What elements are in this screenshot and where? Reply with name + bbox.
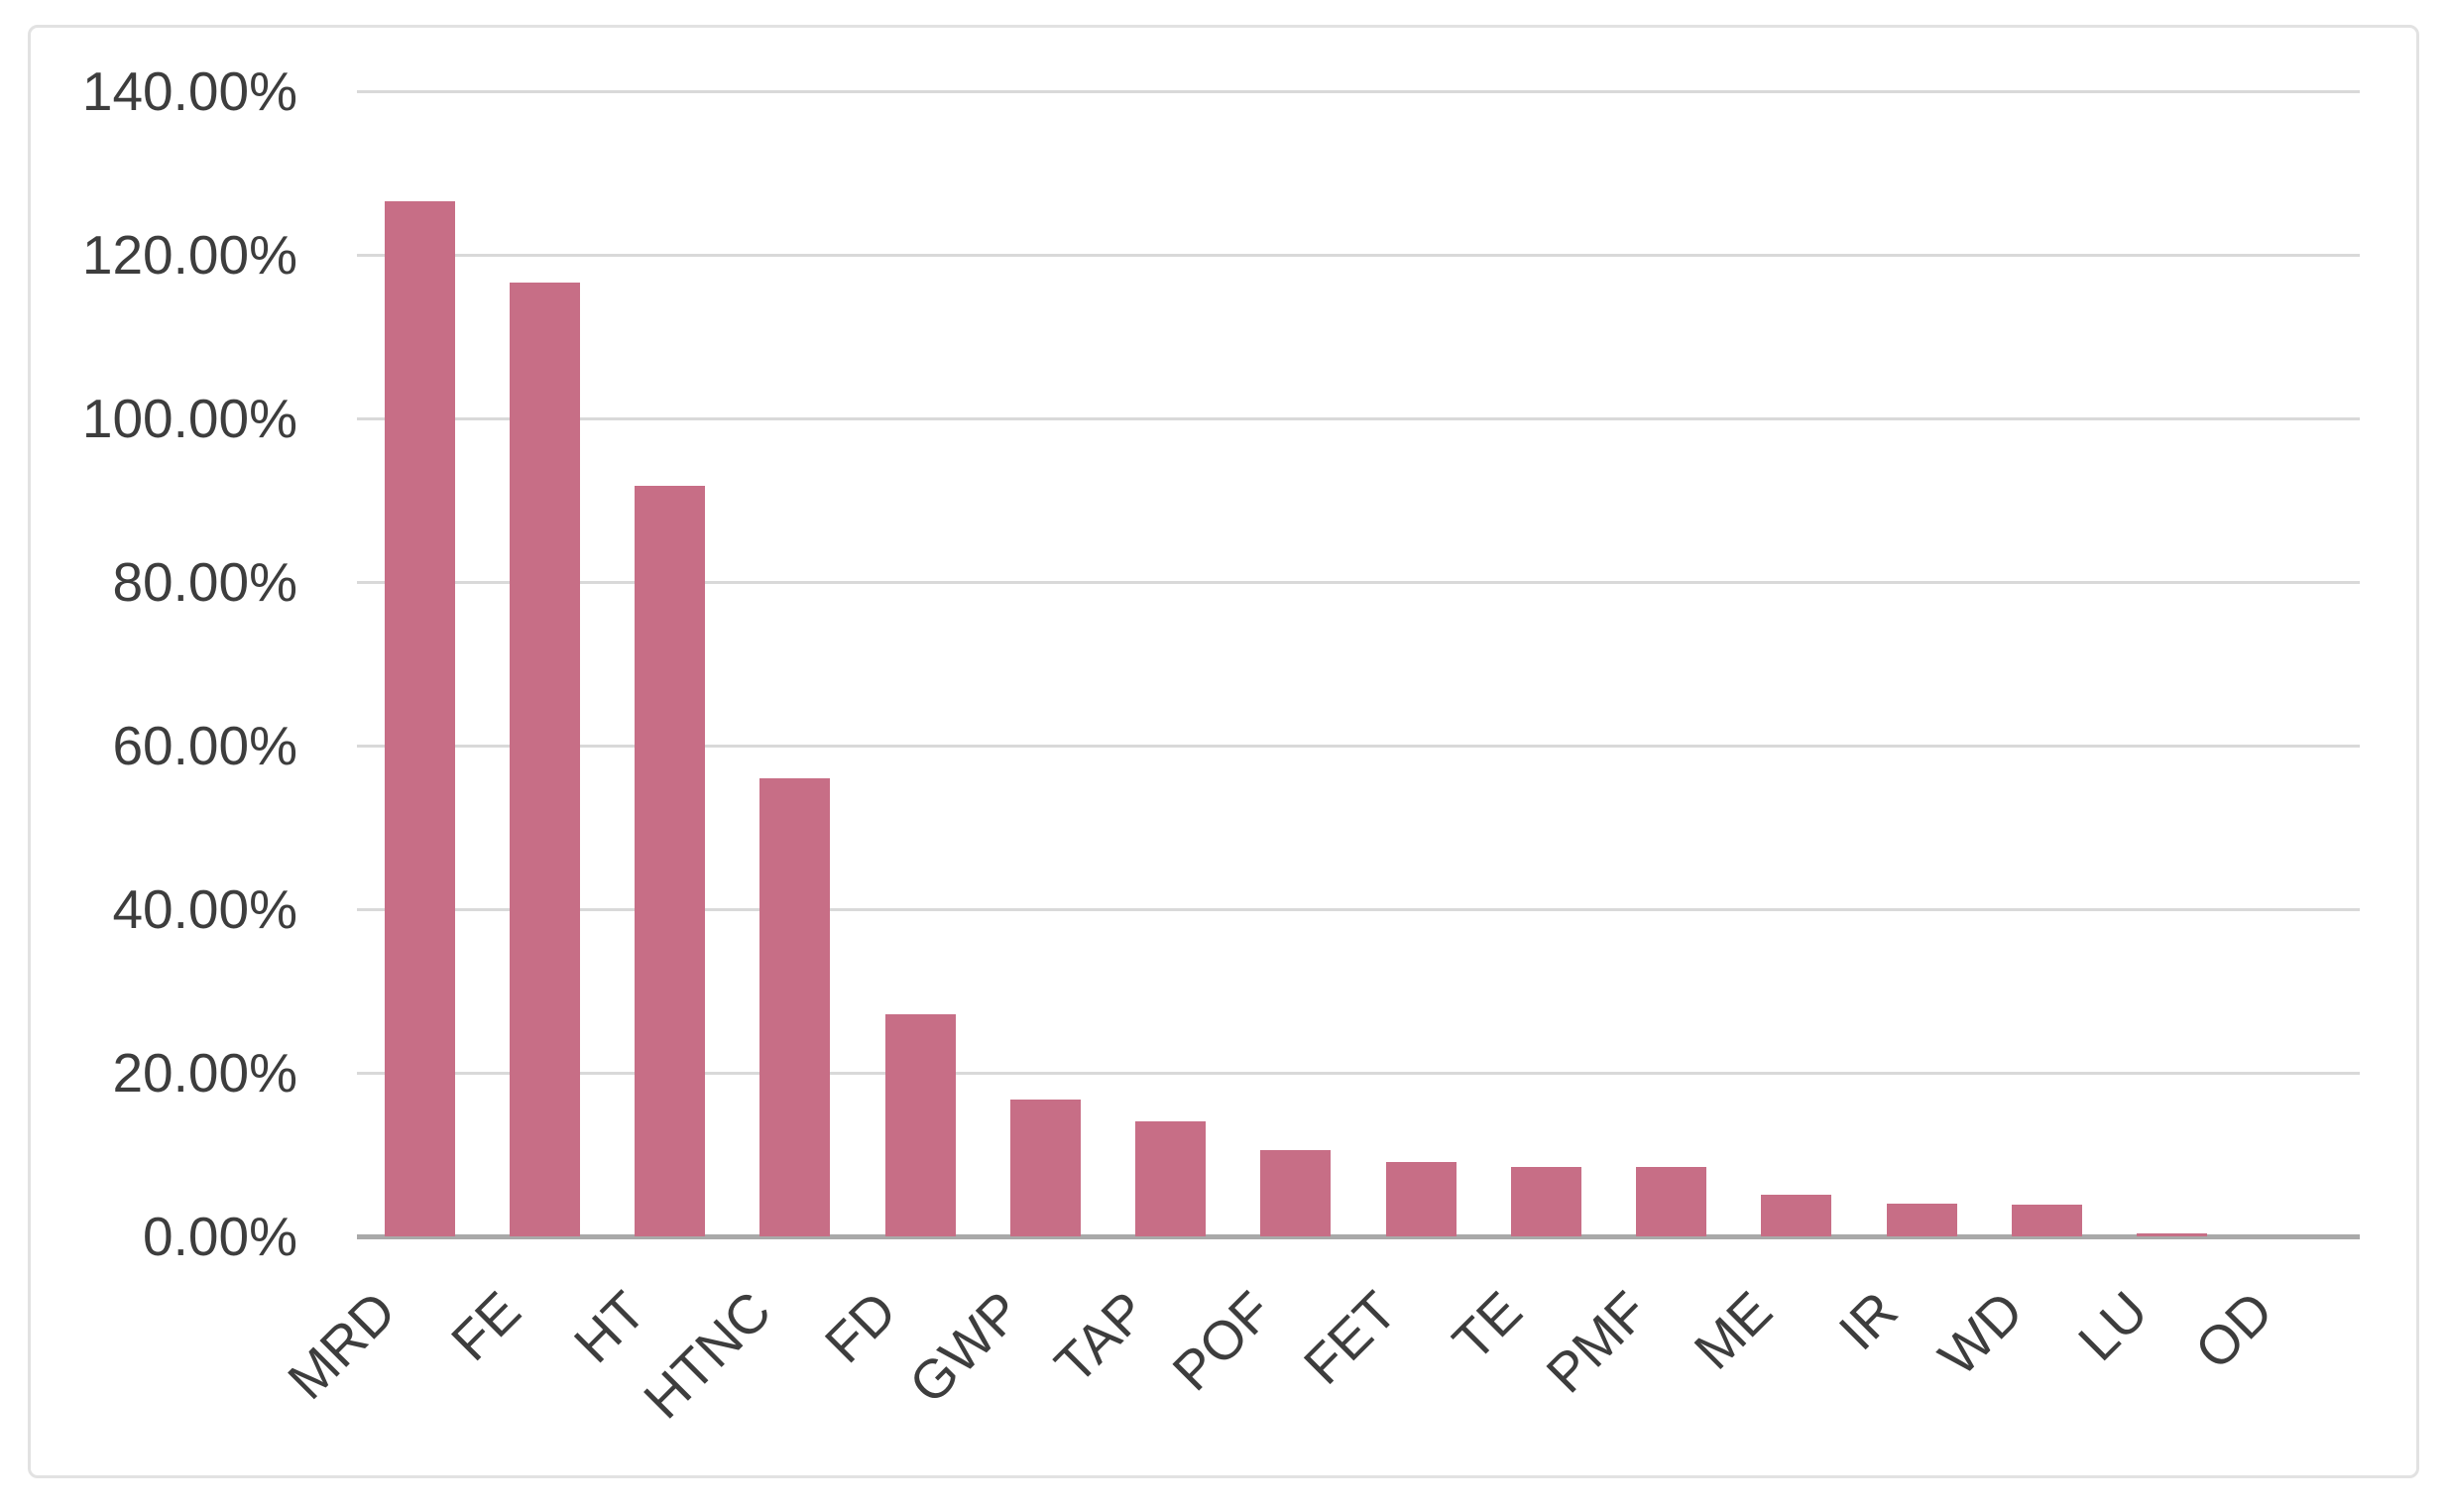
y-axis-tick-label: 40.00% xyxy=(112,878,297,940)
y-axis-tick-label: 60.00% xyxy=(112,715,297,776)
y-axis-tick-label: 20.00% xyxy=(112,1042,297,1104)
bar-pmf xyxy=(1636,1167,1707,1236)
bar-fe xyxy=(509,283,580,1236)
y-axis-tick-label: 140.00% xyxy=(81,60,297,122)
bar-me xyxy=(1761,1195,1832,1236)
gridline-120 xyxy=(357,254,2360,257)
bar-wd xyxy=(2011,1205,2082,1236)
bar-fd xyxy=(884,1014,956,1236)
gridline-100 xyxy=(357,417,2360,420)
bar-lu xyxy=(2137,1233,2208,1236)
bar-te xyxy=(1510,1167,1581,1236)
gridline-80 xyxy=(357,581,2360,584)
gridline-40 xyxy=(357,908,2360,911)
bar-ht xyxy=(635,486,706,1236)
gridline-140 xyxy=(357,90,2360,93)
gridline-60 xyxy=(357,745,2360,748)
bar-mrd xyxy=(384,201,455,1236)
bar-ir xyxy=(1886,1204,1957,1236)
gridline-20 xyxy=(357,1072,2360,1075)
y-axis-tick-label: 120.00% xyxy=(81,224,297,286)
bar-fet xyxy=(1385,1162,1457,1236)
bar-tap xyxy=(1135,1121,1207,1236)
y-axis-tick-label: 80.00% xyxy=(112,551,297,613)
y-axis-tick-label: 100.00% xyxy=(81,388,297,449)
x-axis-line xyxy=(357,1234,2360,1239)
y-axis-tick-label: 0.00% xyxy=(143,1206,297,1267)
bar-htnc xyxy=(759,778,831,1236)
bar-gwp xyxy=(1009,1100,1081,1236)
bar-pof xyxy=(1260,1150,1332,1236)
